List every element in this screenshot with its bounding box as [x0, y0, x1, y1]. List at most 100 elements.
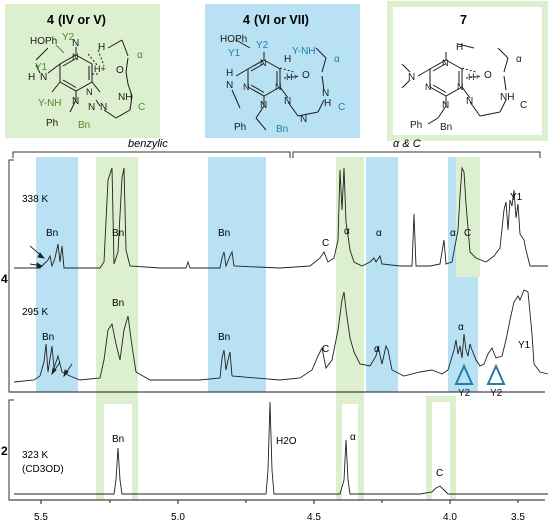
svg-text:N: N: [40, 72, 47, 83]
svg-text:N: N: [425, 82, 432, 92]
svg-text:H+: H+: [286, 72, 298, 82]
svg-text:C: C: [338, 102, 345, 113]
svg-text:N: N: [442, 58, 449, 68]
peak-alpha-323: α: [350, 432, 356, 443]
svg-text:Y1: Y1: [228, 48, 241, 59]
svg-text:H: H: [28, 72, 35, 83]
peak-bn-323: Bn: [112, 434, 124, 445]
svg-text:Y1: Y1: [35, 62, 48, 73]
svg-text:N: N: [322, 88, 329, 99]
svg-text:N: N: [86, 87, 93, 97]
svg-text:C: C: [138, 102, 145, 113]
peak-bn-338-b: Bn: [112, 228, 124, 239]
window-c-2: [432, 402, 450, 500]
svg-text:Bn: Bn: [440, 122, 452, 133]
peak-bn-295-b: Bn: [112, 298, 124, 309]
trace-323k: [14, 401, 548, 495]
svg-text:N: N: [457, 82, 464, 92]
peak-c-338-b: C: [464, 228, 471, 239]
svg-text:N: N: [72, 38, 79, 49]
structure-panel-left: [5, 4, 160, 138]
compound-4-bracket: [8, 159, 14, 393]
svg-text:N: N: [72, 52, 79, 62]
peak-bn-338-a: Bn: [46, 228, 58, 239]
trace-295k: [13, 289, 549, 383]
svg-text:N: N: [300, 114, 307, 125]
window-alpha-2: [342, 404, 358, 500]
compound-2-bracket: [8, 399, 14, 501]
svg-text:N: N: [442, 100, 449, 111]
peak-c-338: C: [322, 238, 329, 249]
temp-295k: 295 K: [22, 307, 48, 318]
peak-bn-295-c: Bn: [218, 332, 230, 343]
svg-text:α: α: [334, 54, 340, 65]
svg-text:H: H: [324, 98, 331, 109]
x-tick-5.0: 5.0: [171, 512, 185, 523]
peak-alpha-338-a: α: [344, 226, 350, 237]
peak-y1-295: Y1: [518, 340, 531, 351]
peak-alpha-338-c: α: [450, 228, 456, 239]
svg-text:H: H: [284, 54, 291, 65]
svg-text:Ph: Ph: [410, 120, 422, 131]
x-tick-3.5: 3.5: [511, 512, 525, 523]
svg-text:Ph: Ph: [234, 122, 246, 133]
peak-h2o-323: H2O: [276, 436, 297, 447]
svg-text:Ph: Ph: [46, 118, 58, 129]
arrows-338k: [29, 245, 46, 269]
panel-middle-title: (VI or VII): [254, 13, 309, 27]
svg-text:NH: NH: [500, 92, 514, 103]
benzylic-label: benzylic: [128, 138, 168, 150]
panel-middle-title-num: 4: [243, 13, 250, 27]
svg-text:Y-NH: Y-NH: [38, 98, 62, 109]
svg-text:α: α: [137, 50, 143, 61]
alpha-c-label: α & C: [393, 138, 421, 150]
solvent-label: (CD3OD): [22, 464, 64, 475]
svg-text:O: O: [484, 70, 492, 81]
svg-text:NH: NH: [118, 92, 132, 103]
molecule-right: N N N N H H+ O α NH C N Ph Bn N: [401, 42, 527, 133]
y2-markers: [454, 363, 506, 385]
svg-text:N: N: [260, 100, 267, 111]
svg-text:N: N: [284, 96, 291, 107]
temp-323k: 323 K: [22, 450, 48, 461]
panel-left-title: (IV or V): [58, 13, 106, 27]
temp-338k: 338 K: [22, 194, 48, 205]
peak-c-323: C: [436, 468, 443, 479]
svg-text:N: N: [275, 82, 282, 92]
svg-text:HOPh: HOPh: [220, 34, 247, 45]
structure-panel-right: [387, 1, 548, 141]
structure-panel-middle: [205, 4, 360, 138]
peak-bn-295-a: Bn: [42, 332, 54, 343]
region-brackets: [12, 151, 541, 158]
arrows-295k: [51, 361, 73, 378]
svg-text:α: α: [516, 54, 522, 65]
y2-triangle-1: [454, 363, 474, 385]
svg-text:O: O: [302, 70, 310, 81]
trace-338k: [14, 166, 548, 269]
svg-text:H+: H+: [94, 64, 106, 74]
svg-text:N: N: [100, 102, 107, 113]
svg-text:C: C: [520, 100, 527, 111]
molecule-middle: HOPh Y2 Y1 Y-NH H N N N N N H H+ O α N H…: [220, 34, 345, 135]
y2-triangle-2: [486, 363, 506, 385]
svg-text:N: N: [226, 80, 233, 91]
panel-left-title-num: 4: [47, 13, 54, 27]
x-tick-5.5: 5.5: [34, 512, 48, 523]
svg-text:N: N: [72, 96, 79, 107]
green-bands: [96, 157, 480, 500]
peak-c-295: C: [322, 344, 329, 355]
svg-text:H: H: [456, 42, 463, 53]
x-tick-4.5: 4.5: [307, 512, 321, 523]
peak-bn-338-c: Bn: [218, 228, 230, 239]
svg-text:Bn: Bn: [78, 120, 90, 131]
svg-text:Bn: Bn: [276, 124, 288, 135]
svg-text:Y2: Y2: [62, 32, 75, 43]
svg-text:H: H: [226, 68, 233, 79]
svg-text:HOPh: HOPh: [30, 36, 57, 47]
svg-text:Y-NH: Y-NH: [292, 46, 316, 57]
compound-2-label: 2: [1, 444, 8, 458]
svg-text:N: N: [243, 82, 250, 92]
compound-4-label: 4: [1, 272, 8, 286]
svg-text:O: O: [116, 65, 124, 76]
